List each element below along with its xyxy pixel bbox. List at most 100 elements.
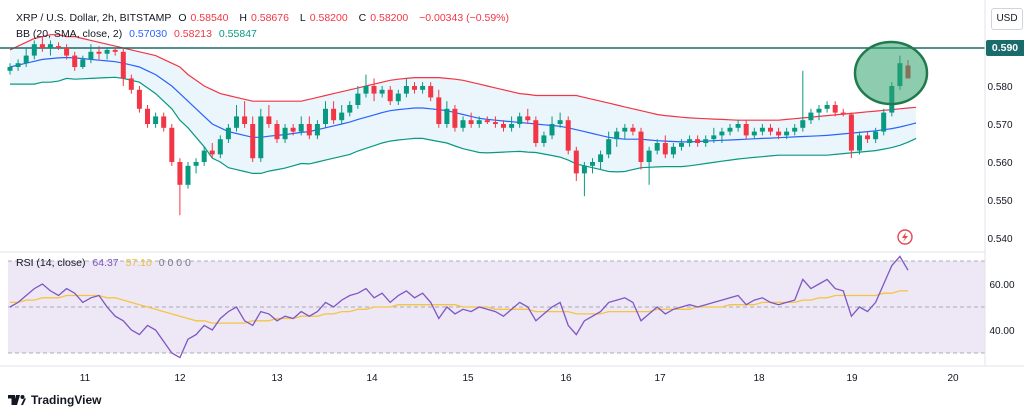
candle: [314, 120, 320, 140]
candle: [630, 124, 636, 136]
candle-body: [565, 120, 571, 151]
candle: [622, 124, 628, 140]
candle-body: [56, 46, 61, 48]
candle: [209, 143, 215, 159]
candle: [476, 116, 482, 128]
candle-body: [840, 112, 846, 115]
bb-lower-value: 0.55847: [218, 28, 257, 40]
candle: [306, 116, 312, 140]
candle: [541, 131, 547, 147]
bb-upper-value: 0.58213: [174, 28, 212, 40]
tradingview-logo[interactable]: TradingView: [8, 393, 101, 407]
close-value: 0.58200: [370, 12, 409, 24]
candle-body: [614, 131, 620, 140]
candle: [565, 116, 571, 155]
candle: [56, 42, 61, 50]
candle-body: [622, 127, 628, 132]
candle-body: [776, 131, 782, 136]
candle: [298, 116, 304, 136]
candle-body: [15, 63, 21, 67]
candle-body: [242, 116, 248, 124]
lightning-icon-ring: [897, 229, 913, 245]
open-label: O: [178, 12, 187, 24]
candle: [654, 139, 660, 155]
candle: [282, 124, 288, 143]
bb-fill: [10, 34, 917, 174]
candle: [266, 105, 272, 128]
candle-body: [355, 93, 361, 105]
candle-body: [290, 127, 296, 132]
lightning-icon-bolt: [902, 232, 908, 242]
candle-body: [816, 108, 822, 113]
time-tick-label: 12: [174, 373, 186, 384]
candle-body: [136, 89, 142, 109]
candle: [403, 78, 409, 98]
candle-body: [112, 49, 118, 52]
bb-legend: BB (20, SMA, close, 2) 0.57030 0.58213 0…: [16, 28, 261, 41]
candle: [638, 127, 644, 170]
currency-button[interactable]: USD: [991, 8, 1023, 30]
candle-body: [177, 162, 183, 185]
axes: 0.580 0.570 0.560 0.550 0.540 60.00 40.00 11 12 1…: [0, 0, 1024, 384]
candle-body: [217, 139, 223, 155]
candle: [573, 146, 579, 181]
candle-body: [379, 89, 385, 94]
candle: [290, 124, 296, 136]
candle-body: [169, 127, 175, 162]
symbol-name[interactable]: XRP / U.S. Dollar, 2h, BITSTAMP: [16, 12, 172, 24]
candle: [31, 40, 37, 60]
candle: [792, 124, 798, 136]
candle-body: [501, 124, 506, 128]
candle-body: [31, 44, 37, 56]
candle-body: [88, 51, 94, 60]
candle: [517, 112, 523, 128]
candle-body: [517, 116, 523, 124]
candle: [104, 48, 110, 60]
candle: [185, 162, 191, 189]
candle-body: [444, 108, 450, 124]
candle: [509, 116, 515, 132]
time-tick-label: 13: [271, 373, 283, 384]
candle: [751, 127, 757, 140]
candle: [177, 158, 183, 216]
candle-body: [395, 93, 401, 102]
candle-body: [881, 112, 887, 132]
candle: [80, 55, 86, 69]
price-tick-label: 0.560: [987, 158, 1012, 169]
candle-body: [581, 165, 587, 174]
time-tick-label: 19: [846, 373, 858, 384]
candle-body: [662, 143, 668, 155]
candle: [64, 44, 70, 60]
candle-body: [792, 127, 798, 132]
bb-upper-line: [9, 34, 917, 121]
bb-label[interactable]: BB (20, SMA, close, 2): [16, 28, 123, 40]
candle-body: [7, 67, 13, 71]
candle: [371, 78, 377, 102]
time-tick-label: 16: [560, 373, 572, 384]
candle-body: [185, 165, 191, 185]
candle: [258, 108, 264, 162]
rsi-band-fill: [8, 261, 985, 353]
candle-body: [719, 131, 725, 136]
rsi-label[interactable]: RSI (14, close): [16, 257, 86, 269]
candle: [217, 135, 223, 159]
candle: [23, 48, 29, 67]
candle: [347, 101, 353, 117]
candle: [824, 101, 830, 113]
candle-body: [161, 116, 167, 128]
candle-body: [274, 124, 280, 140]
candle: [606, 131, 612, 159]
candle: [743, 120, 749, 140]
candle-body: [80, 59, 86, 67]
candle: [549, 116, 555, 140]
candle: [96, 46, 102, 60]
candle: [873, 127, 879, 143]
candle: [136, 86, 142, 113]
candle-body: [654, 143, 660, 151]
high-value: 0.58676: [251, 12, 289, 24]
time-tick-label: 15: [462, 373, 474, 384]
candle-body: [145, 108, 150, 124]
candle: [468, 112, 474, 128]
candle-body: [751, 131, 757, 136]
